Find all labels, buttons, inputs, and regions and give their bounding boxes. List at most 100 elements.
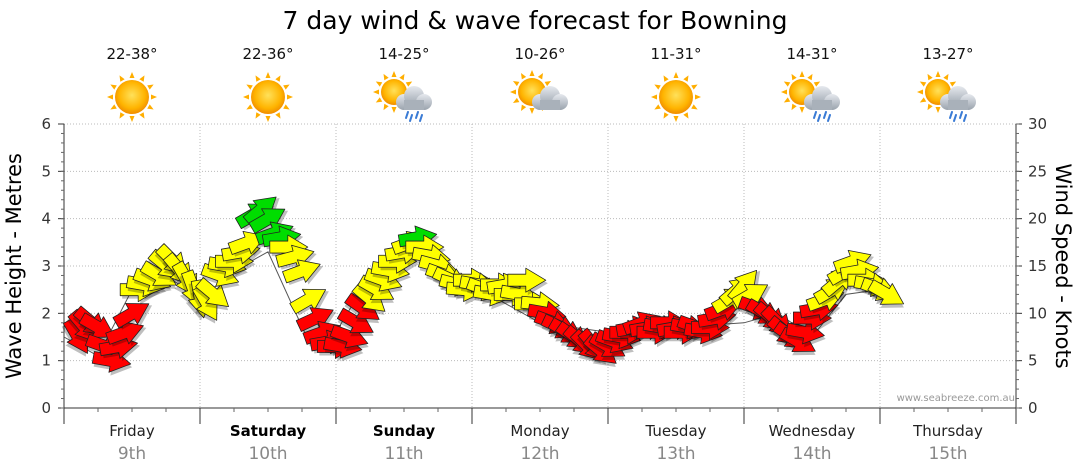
y-right-tick-label: 20 bbox=[1028, 210, 1047, 228]
wind-arrow-body bbox=[282, 259, 321, 284]
rain-drop bbox=[953, 114, 957, 122]
sun-ray bbox=[691, 104, 698, 110]
sun-ray bbox=[529, 70, 535, 76]
cloud-shape bbox=[804, 86, 840, 110]
sun-ray bbox=[265, 116, 271, 122]
sun-ray bbox=[651, 94, 657, 100]
sun-ray bbox=[391, 71, 397, 77]
rain-drop bbox=[817, 114, 821, 122]
sun-rays bbox=[243, 72, 293, 122]
sun-ray bbox=[243, 94, 249, 100]
sun-ray bbox=[139, 75, 145, 82]
rain-drop bbox=[409, 114, 413, 122]
sun-ray bbox=[147, 104, 154, 110]
sun-ray bbox=[919, 97, 927, 103]
wind-arrow-body bbox=[275, 244, 315, 269]
watermark: www.seabreeze.com.au bbox=[897, 393, 1015, 404]
sun-ray bbox=[383, 73, 389, 81]
y-right-tick-label: 15 bbox=[1028, 257, 1047, 275]
y-left-tick-label: 2 bbox=[41, 304, 51, 322]
sun-ray bbox=[287, 94, 293, 100]
day-date-label: 11th bbox=[384, 444, 423, 464]
sun-ray bbox=[813, 81, 821, 87]
wind-arrow-body bbox=[195, 277, 229, 308]
sun-ray bbox=[391, 107, 397, 113]
day-name-label: Saturday bbox=[230, 422, 307, 440]
wind-arrow-body bbox=[78, 312, 116, 338]
day-temperature: 22-36° bbox=[242, 45, 293, 63]
sun-ray bbox=[935, 107, 941, 113]
wind-arrow bbox=[275, 244, 317, 271]
sun-disc bbox=[115, 80, 149, 114]
sun-rays bbox=[107, 72, 157, 122]
sun-ray bbox=[510, 89, 516, 95]
y-left-tick-label: 4 bbox=[41, 210, 51, 228]
rain-drop bbox=[823, 111, 827, 119]
rain-drop bbox=[963, 114, 967, 122]
sun-ray bbox=[919, 81, 927, 87]
sun-ray bbox=[943, 73, 949, 81]
day-date-label: 14th bbox=[792, 444, 831, 464]
day-temperature: 11-31° bbox=[650, 45, 701, 63]
rain-drop bbox=[949, 111, 953, 119]
day-temperature: 13-27° bbox=[922, 45, 973, 63]
sun-disc bbox=[251, 80, 285, 114]
y-left-tick-label: 0 bbox=[41, 399, 51, 417]
x-axis-labels: Friday 9th Saturday 10th Sunday 11th Monday 12t… bbox=[63, 408, 1017, 464]
sun-ray bbox=[663, 112, 669, 119]
sun-ray bbox=[791, 103, 797, 111]
sun-ray bbox=[807, 73, 813, 81]
sun-ray bbox=[275, 112, 281, 119]
sun-disc bbox=[659, 80, 693, 114]
day-temperature: 22-38° bbox=[106, 45, 157, 63]
sun-ray bbox=[255, 75, 261, 82]
sun-ray bbox=[799, 71, 805, 77]
sun-ray bbox=[129, 72, 135, 78]
wind-arrow-body bbox=[112, 303, 150, 329]
y-axis-left-title: Wave Height - Metres bbox=[2, 153, 26, 379]
sun-ray bbox=[375, 97, 383, 103]
sun-ray bbox=[283, 84, 290, 90]
y-left-tick-label: 3 bbox=[41, 257, 51, 275]
sun-ray bbox=[663, 75, 669, 82]
day-temperature: 10-26° bbox=[514, 45, 565, 63]
wind-arrow bbox=[112, 303, 153, 330]
sun-ray bbox=[673, 72, 679, 78]
sun-ray bbox=[949, 81, 957, 87]
day-date-label: 10th bbox=[248, 444, 287, 464]
day-date-label: 12th bbox=[520, 444, 559, 464]
rain-drop bbox=[405, 111, 409, 119]
sun-ray bbox=[110, 84, 117, 90]
sun-ray bbox=[139, 112, 145, 119]
sun-ray bbox=[783, 81, 791, 87]
sun-ray bbox=[147, 84, 154, 90]
rain-drops bbox=[949, 111, 967, 122]
chart-title: 7 day wind & wave forecast for Bowning bbox=[283, 6, 788, 35]
wind-arrow-body bbox=[295, 307, 334, 332]
sun-ray bbox=[405, 81, 413, 87]
rain-drop bbox=[959, 111, 963, 119]
wind-arrow-body bbox=[289, 288, 327, 315]
wind-arrow-body bbox=[507, 267, 547, 293]
rain-drop bbox=[827, 114, 831, 122]
sun-ray bbox=[521, 104, 527, 112]
sun-cloud-rain-icon bbox=[917, 71, 976, 122]
y-left-tick-label: 6 bbox=[41, 115, 51, 133]
sunny-icon bbox=[651, 72, 701, 122]
sun-cloud-icon bbox=[510, 70, 568, 114]
sun-ray bbox=[683, 112, 689, 119]
day-date-label: 9th bbox=[118, 444, 146, 464]
wind-arrow-body bbox=[785, 319, 825, 345]
sun-ray bbox=[799, 107, 805, 113]
sunny-icon bbox=[107, 72, 157, 122]
sun-ray bbox=[781, 89, 787, 95]
sun-ray bbox=[246, 104, 253, 110]
sun-ray bbox=[791, 73, 797, 81]
y-left-tick-label: 1 bbox=[41, 352, 51, 370]
wind-arrow-body bbox=[867, 279, 905, 305]
y-axis-right-title: Wind Speed - Knots bbox=[1051, 163, 1075, 368]
sun-ray bbox=[119, 75, 125, 82]
y-right-tick-label: 5 bbox=[1028, 352, 1038, 370]
sun-cloud-rain-icon bbox=[373, 71, 432, 122]
